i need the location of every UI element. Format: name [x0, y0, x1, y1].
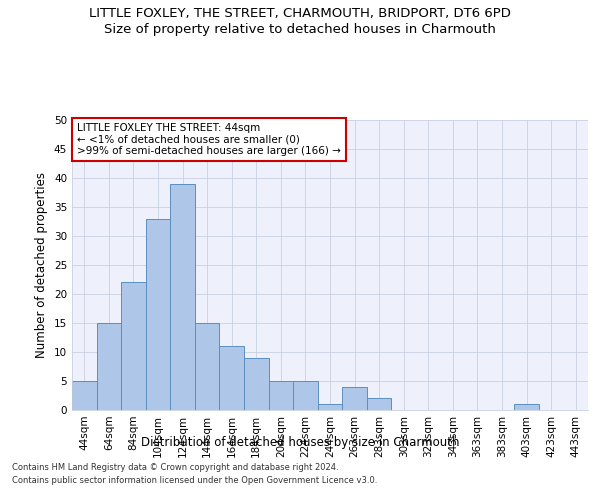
Bar	[121, 282, 146, 410]
Bar	[244, 358, 269, 410]
Bar	[269, 381, 293, 410]
Text: Size of property relative to detached houses in Charmouth: Size of property relative to detached ho…	[104, 22, 496, 36]
Text: LITTLE FOXLEY THE STREET: 44sqm
← <1% of detached houses are smaller (0)
>99% of: LITTLE FOXLEY THE STREET: 44sqm ← <1% of…	[77, 123, 341, 156]
Bar	[72, 381, 97, 410]
Bar	[97, 323, 121, 410]
Y-axis label: Number of detached properties: Number of detached properties	[35, 172, 49, 358]
Text: Contains HM Land Registry data © Crown copyright and database right 2024.: Contains HM Land Registry data © Crown c…	[12, 464, 338, 472]
Bar	[293, 381, 318, 410]
Bar	[220, 346, 244, 410]
Bar	[318, 404, 342, 410]
Bar	[342, 387, 367, 410]
Bar	[170, 184, 195, 410]
Bar	[514, 404, 539, 410]
Text: Distribution of detached houses by size in Charmouth: Distribution of detached houses by size …	[141, 436, 459, 449]
Bar	[146, 218, 170, 410]
Bar	[195, 323, 220, 410]
Bar	[367, 398, 391, 410]
Text: LITTLE FOXLEY, THE STREET, CHARMOUTH, BRIDPORT, DT6 6PD: LITTLE FOXLEY, THE STREET, CHARMOUTH, BR…	[89, 8, 511, 20]
Text: Contains public sector information licensed under the Open Government Licence v3: Contains public sector information licen…	[12, 476, 377, 485]
